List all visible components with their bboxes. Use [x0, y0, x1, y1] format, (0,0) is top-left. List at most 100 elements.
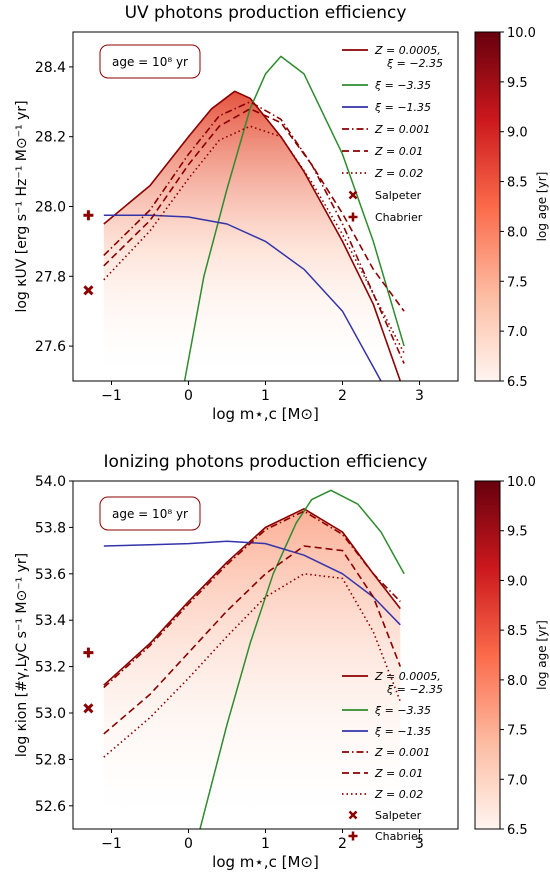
- y-tick-label: 54.0: [35, 474, 66, 490]
- colorbar-tick-label: 8.0: [507, 225, 528, 240]
- y-tick-label: 52.6: [35, 799, 66, 815]
- x-tick-label: 1: [261, 836, 270, 852]
- colorbar-tick-label: 7.0: [507, 325, 528, 340]
- x-axis-label: log m⋆,c [M⊙]: [212, 405, 319, 423]
- marker-salpeter: [83, 285, 94, 296]
- chart-title: UV photons production efficiency: [125, 3, 407, 23]
- y-tick-label: 53.0: [35, 706, 66, 722]
- colorbar-tick-label: 6.5: [507, 375, 528, 390]
- y-axis-label: log κUV [erg s⁻¹ Hz⁻¹ M⊙⁻¹ yr]: [14, 100, 30, 312]
- y-tick-label: 53.4: [35, 613, 66, 629]
- x-tick-label: 2: [338, 836, 347, 852]
- series-line-4: [103, 545, 402, 735]
- chabrier-point: [83, 210, 94, 221]
- series-line-2: [103, 540, 401, 626]
- colorbar-tick-label: 9.0: [507, 126, 528, 141]
- legend-label: ξ = −3.35: [374, 704, 431, 717]
- y-tick-label: 53.2: [35, 660, 66, 676]
- colorbar-tick-label: 7.5: [507, 724, 528, 739]
- y-tick-label: 53.8: [35, 520, 66, 536]
- y-tick-label: 28.0: [35, 200, 66, 216]
- colorbar-tick-label: 9.5: [507, 525, 528, 540]
- x-tick-label: 1: [261, 388, 270, 404]
- colorbar-tick-label: 7.0: [507, 773, 528, 788]
- legend-label: Z = 0.01: [374, 145, 423, 158]
- series-line-1: [183, 55, 405, 381]
- x-tick-label: 0: [184, 836, 193, 852]
- legend-label: Z = 0.01: [374, 767, 423, 780]
- age-annotation: age = 10⁸ yr: [99, 496, 201, 531]
- legend-label: Z = 0.001: [374, 746, 430, 759]
- legend-marker-salpeter: [348, 810, 358, 820]
- salpeter-point: [83, 285, 94, 296]
- annotation-box: [99, 44, 201, 79]
- age-annotation: age = 10⁸ yr: [99, 44, 201, 79]
- chart-panel-1: UV photons production efficiency −1 0 1 2 3 27…: [14, 3, 549, 423]
- colorbar-tick-label: 10.0: [507, 475, 536, 490]
- series-line-1: [199, 489, 405, 829]
- colorbar: 6.5 7.0 7.5 8.0 8.5 9.0 9.5 10.0 log age [yr]: [474, 475, 549, 838]
- series-line-0: [103, 508, 401, 686]
- x-tick-label: 3: [415, 388, 424, 404]
- colorbar: 6.5 7.0 7.5 8.0 8.5 9.0 9.5 10.0 log age [yr]: [474, 26, 549, 390]
- colorbar-gradient: [474, 31, 501, 382]
- series-line-5: [103, 125, 405, 354]
- y-tick-label: 52.8: [35, 752, 66, 768]
- chart-title: Ionizing photons production efficiency: [104, 452, 428, 472]
- annotation-box: [99, 496, 201, 531]
- legend-label: Chabrier: [375, 211, 423, 224]
- x-tick-label: 3: [415, 836, 424, 852]
- legend-marker-chabrier: [348, 831, 358, 841]
- legend-marker-salpeter: [348, 190, 358, 200]
- colorbar-tick-label: 7.5: [507, 275, 528, 290]
- y-tick-label: 28.4: [35, 60, 66, 76]
- series-line-4: [103, 108, 405, 312]
- colorbar-tick-label: 8.5: [507, 176, 528, 191]
- annotation-text: age = 10⁸ yr: [112, 55, 188, 69]
- series-line-2: [103, 214, 382, 381]
- x-tick-label: 0: [184, 388, 193, 404]
- legend-label: ξ = −1.35: [374, 725, 431, 738]
- colorbar-tick-label: 8.5: [507, 624, 528, 639]
- y-axis-label: log κion [#γ,LyC s⁻¹ M⊙⁻¹ yr]: [14, 553, 30, 757]
- legend-label: ξ = −2.35: [386, 683, 443, 696]
- marker-chabrier: [83, 210, 94, 221]
- colorbar-tick-label: 9.5: [507, 76, 528, 91]
- colorbar-gradient: [474, 480, 501, 830]
- x-tick-label: −1: [101, 388, 122, 404]
- legend-label: ξ = −3.35: [374, 79, 431, 92]
- legend-marker-chabrier: [348, 212, 358, 222]
- marker-salpeter: [83, 703, 94, 714]
- series-line-0: [103, 90, 402, 381]
- y-tick-label: 27.6: [35, 339, 66, 355]
- colorbar-tick-label: 10.0: [507, 26, 536, 41]
- legend-label: Z = 0.001: [374, 123, 430, 136]
- y-tick-label: 27.8: [35, 269, 66, 285]
- legend-label: ξ = −2.35: [386, 57, 443, 70]
- age-shading-area: [103, 91, 401, 381]
- annotation-text: age = 10⁸ yr: [112, 507, 188, 521]
- legend: Z = 0.0005,ξ = −2.35 ξ = −3.35 ξ = −1.35 Z …: [342, 670, 443, 843]
- legend-label: Z = 0.02: [374, 167, 423, 180]
- y-tick-label: 28.2: [35, 130, 66, 146]
- chart-panel-2: Ionizing photons production efficiency −1…: [14, 452, 549, 871]
- x-tick-label: −1: [101, 836, 122, 852]
- chabrier-point: [83, 647, 94, 658]
- y-tick-label: 53.6: [35, 567, 66, 583]
- colorbar-tick-label: 8.0: [507, 674, 528, 689]
- colorbar-label: log age [yr]: [535, 620, 549, 690]
- legend-label: Salpeter: [375, 189, 422, 202]
- legend-label: ξ = −1.35: [374, 101, 431, 114]
- legend-label: Z = 0.0005,: [374, 670, 441, 683]
- series-line-3: [103, 101, 405, 364]
- legend-label: Z = 0.02: [374, 788, 423, 801]
- legend-label: Chabrier: [375, 830, 423, 843]
- legend-label: Z = 0.0005,: [374, 44, 441, 57]
- marker-chabrier: [83, 647, 94, 658]
- x-axis-label: log m⋆,c [M⊙]: [212, 853, 319, 871]
- colorbar-label: log age [yr]: [535, 172, 549, 242]
- x-tick-label: 2: [338, 388, 347, 404]
- age-shading-area: [103, 508, 401, 829]
- salpeter-point: [83, 703, 94, 714]
